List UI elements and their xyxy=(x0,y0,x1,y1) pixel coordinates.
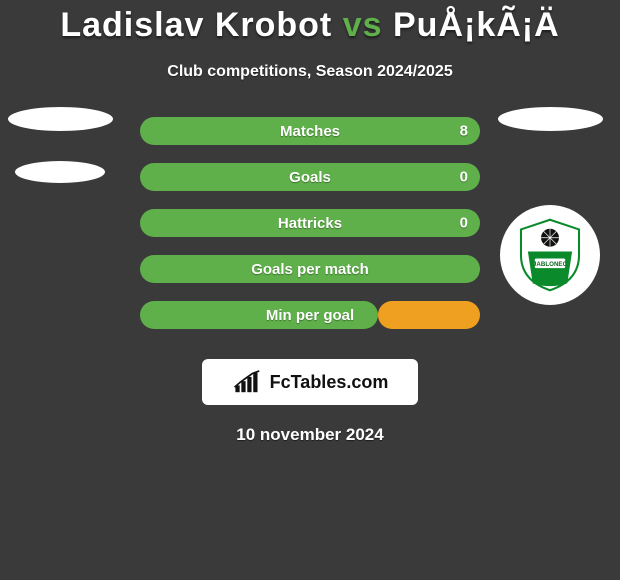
brand-text: FcTables.com xyxy=(270,372,389,393)
bar-mpg-label: Min per goal xyxy=(266,307,354,324)
bar-hattricks-label: Hattricks xyxy=(278,215,342,232)
bar-goals-label: Goals xyxy=(289,169,331,186)
bar-chart-icon xyxy=(232,370,266,394)
bar-goals-right: 0 xyxy=(460,169,468,186)
right-player-column: JABLONEC xyxy=(490,107,610,305)
bar-goals-per-match: Goals per match xyxy=(140,255,480,283)
bar-gpm-label: Goals per match xyxy=(251,261,369,278)
brand-badge[interactable]: FcTables.com xyxy=(202,359,418,405)
stat-bars: Matches 8 Goals 0 Hattricks 0 Goals per … xyxy=(140,117,480,347)
left-player-column xyxy=(0,107,120,213)
title-player-right: PuÅ¡kÃ¡Ä xyxy=(393,6,560,44)
right-player-photo-placeholder xyxy=(498,107,603,131)
bar-hattricks: Hattricks 0 xyxy=(140,209,480,237)
subtitle: Club competitions, Season 2024/2025 xyxy=(0,63,620,81)
bar-matches: Matches 8 xyxy=(140,117,480,145)
bar-matches-label: Matches xyxy=(280,123,340,140)
page-title: Ladislav Krobot vs PuÅ¡kÃ¡Ä xyxy=(0,0,620,45)
bar-hattricks-right: 0 xyxy=(460,215,468,232)
left-club-logo-placeholder xyxy=(15,161,105,183)
bar-min-per-goal: Min per goal xyxy=(140,301,480,329)
date-text: 10 november 2024 xyxy=(0,425,620,445)
right-club-crest: JABLONEC xyxy=(500,205,600,305)
comparison-stage: JABLONEC Matches 8 Goals 0 Hattricks 0 xyxy=(0,117,620,347)
bar-goals: Goals 0 xyxy=(140,163,480,191)
jablonec-crest-icon: JABLONEC xyxy=(512,217,588,293)
left-player-photo-placeholder xyxy=(8,107,113,131)
title-player-left: Ladislav Krobot xyxy=(60,6,332,44)
title-vs: vs xyxy=(343,6,383,44)
crest-text: JABLONEC xyxy=(533,261,568,268)
bar-matches-right: 8 xyxy=(460,123,468,140)
